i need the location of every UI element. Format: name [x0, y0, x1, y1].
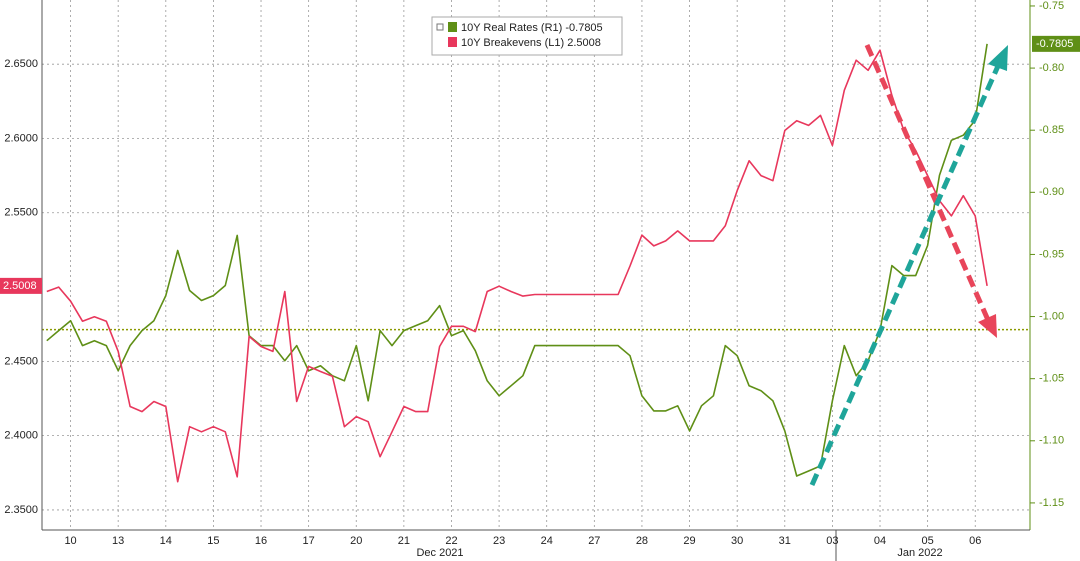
legend-toggle[interactable]	[436, 23, 444, 31]
x-tick-label: 31	[779, 535, 791, 547]
x-tick-label: 30	[731, 535, 743, 547]
y-tick-label: 2.4000	[4, 430, 38, 442]
series-layer	[46, 43, 988, 483]
series-line	[46, 43, 988, 477]
y-tick-label: 2.6000	[4, 132, 38, 144]
legend-name: 10Y Breakevens (L1)	[461, 37, 564, 49]
x-tick-label: 22	[445, 535, 457, 547]
last-value-label: 2.5008	[3, 280, 37, 292]
legend-entry: 10Y Real Rates (R1) -0.7805	[461, 22, 603, 34]
month-label: Jan 2022	[897, 547, 942, 559]
x-tick-label: 20	[350, 535, 362, 547]
x-tick-label: 03	[826, 535, 838, 547]
trend-arrow-red	[864, 43, 997, 338]
y2-tick-label: -0.95	[1039, 248, 1064, 260]
legend-entry: 10Y Breakevens (L1) 2.5008	[461, 37, 601, 49]
x-tick-label: 14	[160, 535, 172, 547]
x-tick-label: 17	[303, 535, 315, 547]
x-tick-label: 13	[112, 535, 124, 547]
legend-name: 10Y Real Rates (R1)	[461, 22, 562, 34]
x-tick-label: 04	[874, 535, 886, 547]
x-tick-label: 15	[207, 535, 219, 547]
x-tick-label: 05	[922, 535, 934, 547]
legend-value: -0.7805	[565, 22, 602, 34]
y2-tick-label: -1.00	[1039, 310, 1064, 322]
x-tick-label: 24	[541, 535, 553, 547]
last-value-box	[1032, 35, 1080, 52]
y2-tick-label: -1.15	[1039, 497, 1064, 509]
y-tick-label: 2.6500	[4, 58, 38, 70]
y2-tick-label: -0.75	[1039, 0, 1064, 12]
last-value-label: -0.7805	[1036, 38, 1073, 50]
x-tick-label: 21	[398, 535, 410, 547]
x-tick-label: 16	[255, 535, 267, 547]
y2-tick-label: -0.90	[1039, 186, 1064, 198]
trend-arrow-teal	[809, 45, 1008, 487]
month-label: Dec 2021	[416, 547, 463, 559]
y2-tick-label: -1.10	[1039, 435, 1064, 447]
y-tick-label: 2.4500	[4, 355, 38, 367]
legend-box	[431, 16, 623, 56]
x-tick-label: 06	[969, 535, 981, 547]
legend-value: 2.5008	[567, 37, 601, 49]
series-line	[46, 49, 988, 483]
last-value-box	[0, 277, 42, 294]
x-tick-label: 23	[493, 535, 505, 547]
y-tick-label: 2.5500	[4, 207, 38, 219]
legend-swatch	[448, 22, 457, 32]
x-tick-label: 28	[636, 535, 648, 547]
y2-tick-label: -1.05	[1039, 373, 1064, 385]
y-tick-label: 2.3500	[4, 504, 38, 516]
x-tick-label: 27	[588, 535, 600, 547]
legend-swatch	[448, 37, 457, 47]
x-tick-label: 10	[64, 535, 76, 547]
y2-tick-label: -0.80	[1039, 62, 1064, 74]
x-tick-label: 29	[683, 535, 695, 547]
y2-tick-label: -0.85	[1039, 124, 1064, 136]
legend: 10Y Real Rates (R1) -0.7805 10Y Breakeve…	[431, 16, 623, 56]
